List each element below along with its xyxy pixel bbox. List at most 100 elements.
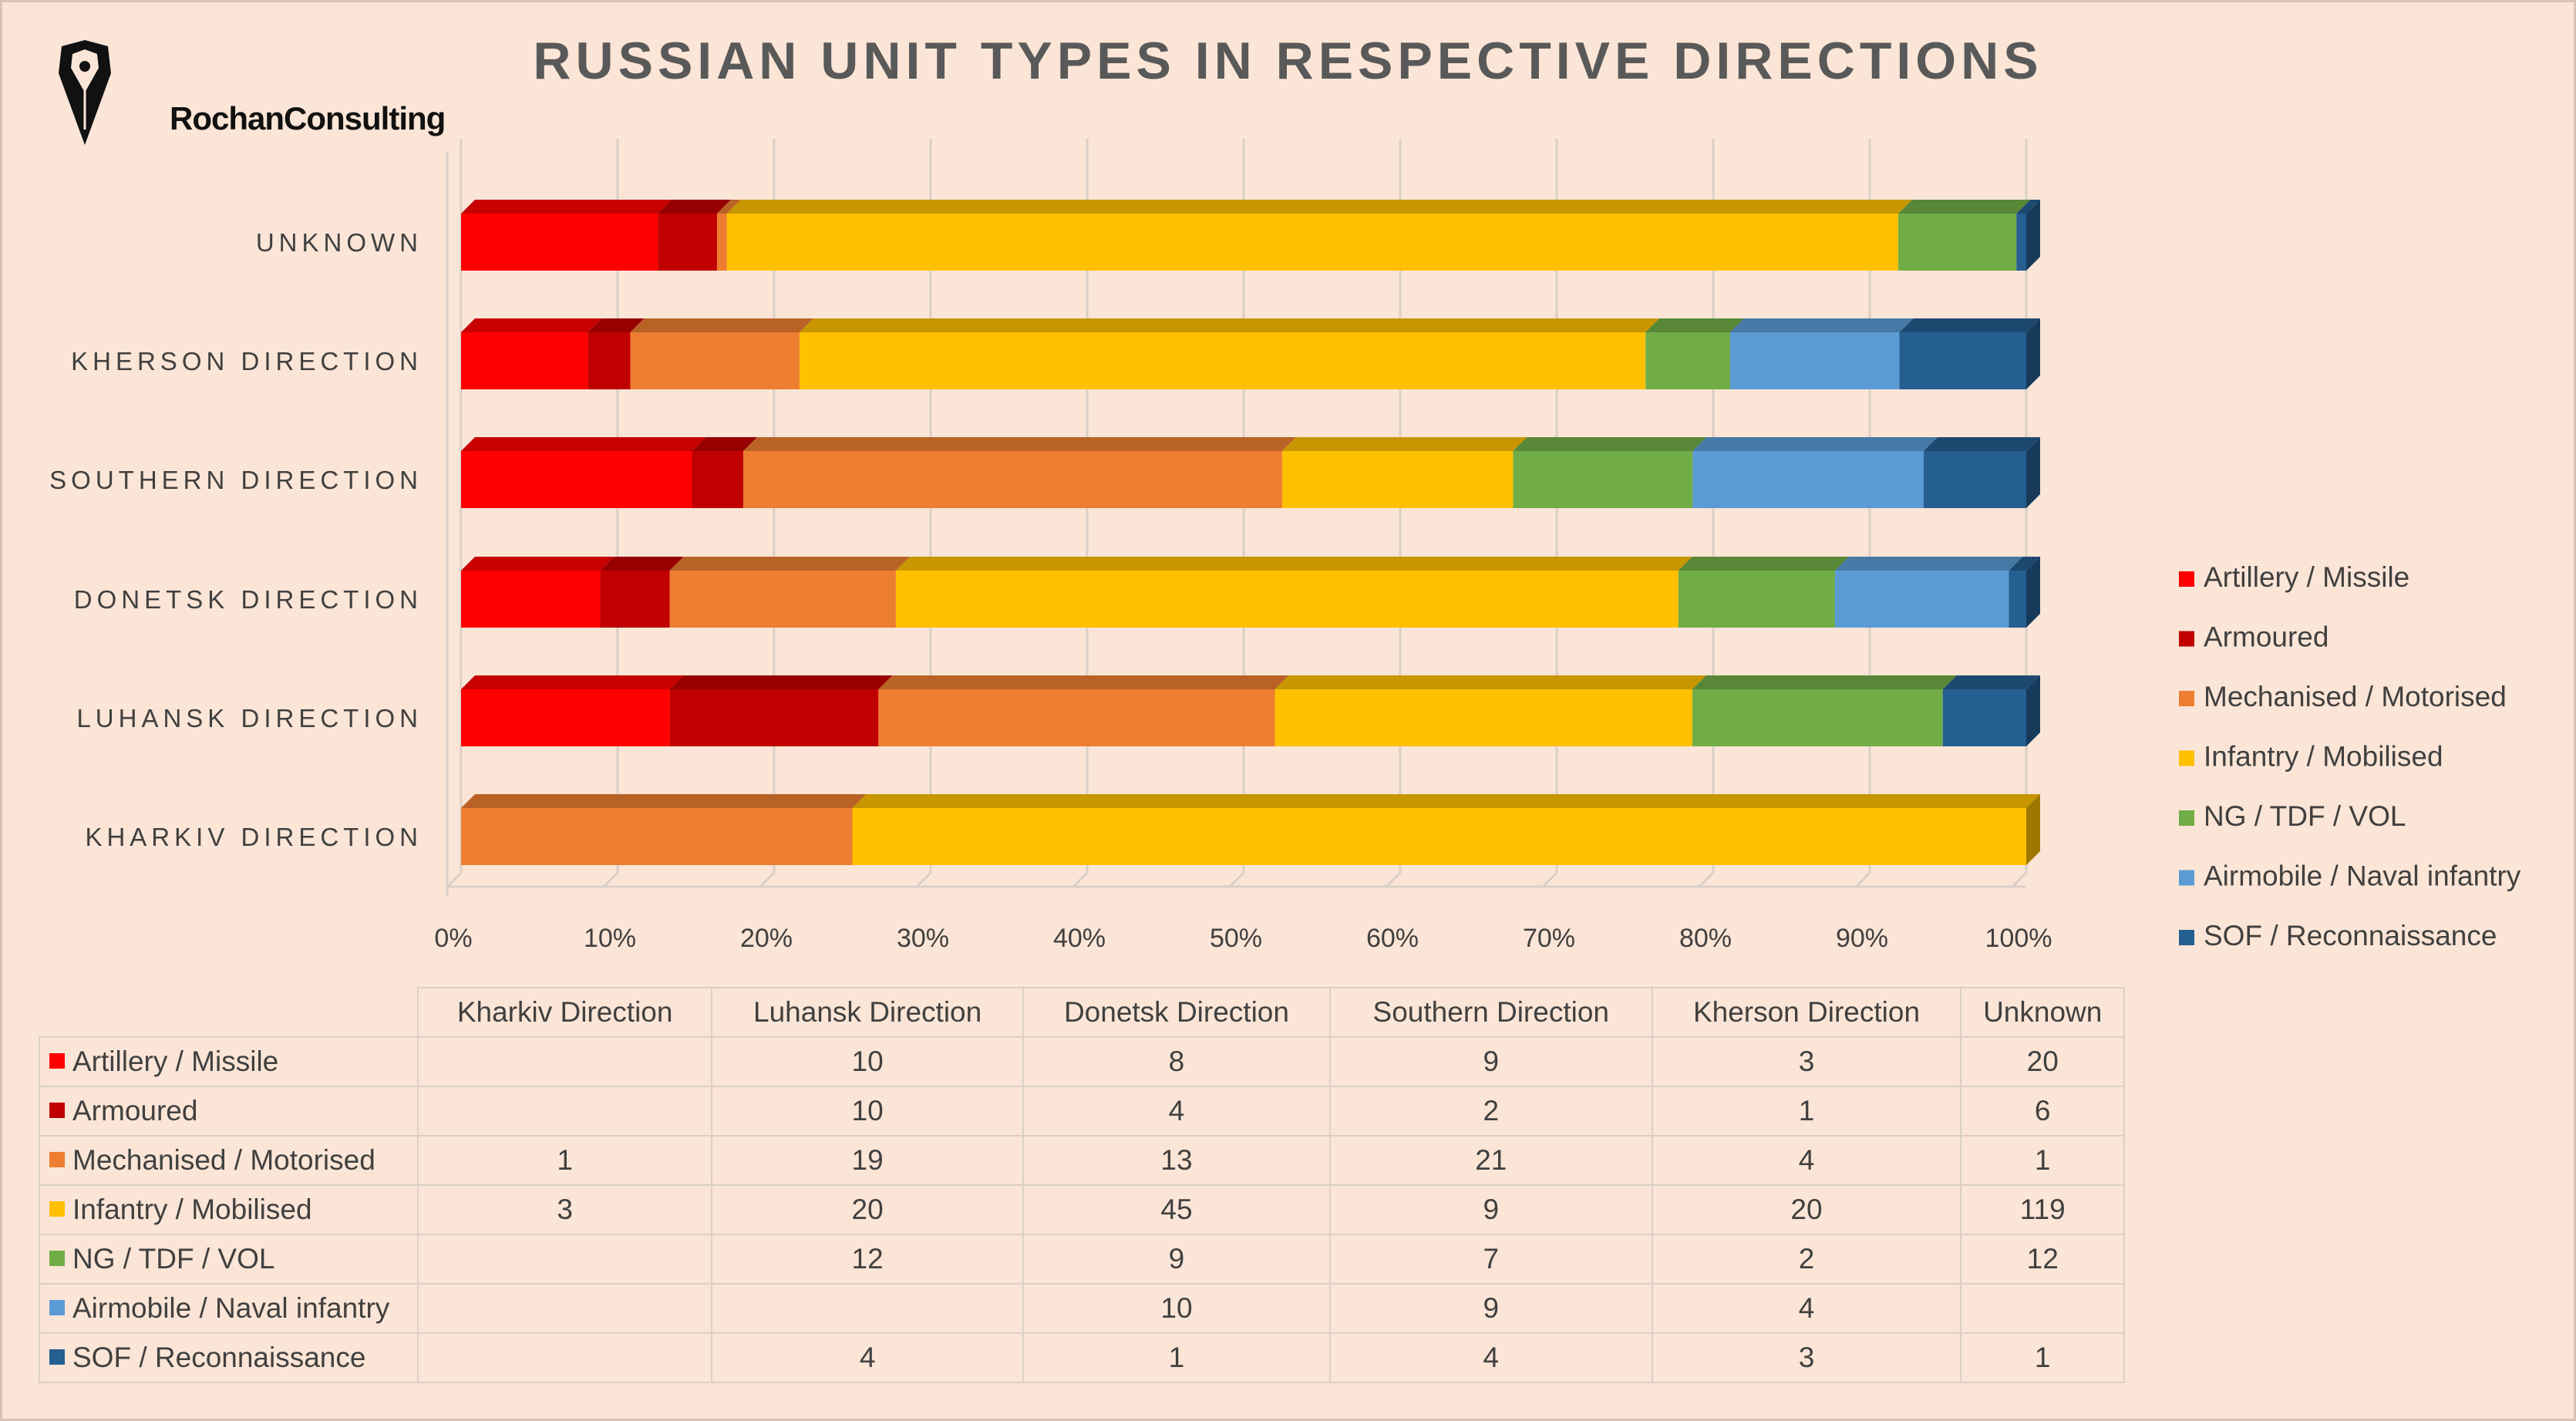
legend-key-swatch [49,1152,65,1168]
gridline-floor [1698,871,1715,888]
bar-segment [461,689,670,746]
x-tick-label: 100% [1985,924,2052,953]
bar-segment-top [743,437,1296,451]
bar-segment-top [630,318,813,332]
bar-segment [1692,689,1943,746]
data-table-cell: 20 [1651,1184,1962,1235]
bar-segment-top [461,675,684,689]
data-table-row: Artillery / Missile 10 8 9 3 20 [39,1036,2125,1087]
bar-segment [1834,571,2009,628]
legend-swatch [2179,810,2194,826]
bar-segment-top [588,318,645,332]
series-name: NG / TDF / VOL [72,1243,275,1275]
bar-end-side [2026,557,2040,628]
data-table-cell: 4 [1651,1135,1962,1186]
bar-segment [1513,451,1693,508]
x-tick-label: 0% [434,924,472,953]
bar-segment-top [1275,675,1706,689]
x-tick-label: 80% [1679,924,1732,953]
x-tick-label: 20% [740,924,793,953]
bar-segment-top [461,794,867,808]
legend-swatch [2179,631,2194,647]
legend-entry: Artillery / Missile [2204,561,2409,593]
data-table-row: NG / TDF / VOL 12 9 7 2 12 [39,1234,2125,1285]
bar-segment-top [799,318,1660,332]
category-label: LUHANSK DIRECTION [76,704,423,732]
bar-segment [669,571,896,628]
x-tick-label: 50% [1210,924,1262,953]
bar-segment [461,451,692,508]
x-tick-label: 10% [584,924,636,953]
data-table-cell: 7 [1328,1234,1653,1285]
data-table-cell: 1 [1960,1135,2125,1186]
data-table-cell: 8 [1022,1036,1331,1087]
bar-segment-top [692,437,758,451]
gridline-floor [759,871,776,888]
data-table-cell: 119 [1960,1184,2125,1235]
bar-segment [600,571,670,628]
bar-segment [1678,571,1835,628]
data-table-cell: 12 [711,1234,1024,1285]
legend-swatch [2179,571,2194,587]
data-table-column-header: Kharkiv Direction [416,987,713,1038]
data-table-cell [416,1234,713,1285]
bar-segment [669,689,879,746]
bar-segment [799,332,1646,389]
bar-segment-top [1645,318,1744,332]
bar-segment [1281,451,1514,508]
bar-segment-top [2016,200,2040,214]
bar-end-side [2026,675,2040,746]
bar-segment-top [669,557,910,571]
bar-segment [1692,451,1924,508]
category-label: KHARKIV DIRECTION [85,823,423,851]
logo: RochanConsulting [54,39,446,154]
data-table-row: Armoured 10 4 2 1 6 [39,1086,2125,1136]
data-table-cell: 10 [711,1086,1024,1136]
data-table-row: Infantry / Mobilised 3 20 45 9 20 119 [39,1184,2125,1235]
category-label: KHERSON DIRECTION [71,347,423,375]
data-table-cell: 1 [1960,1332,2125,1383]
data-table-cell [416,1086,713,1136]
gridline-floor [602,871,619,888]
data-table-column-header: Unknown [1960,987,2125,1038]
gridline-floor [2011,871,2028,888]
series-name: Airmobile / Naval infantry [72,1292,390,1324]
bar-segment-top [1729,318,1914,332]
bar-segment-top [1898,200,2031,214]
bar-end-side [2026,794,2040,865]
data-table-header-row: Kharkiv Direction Luhansk Direction Donets… [39,987,2125,1038]
x-tick-label: 60% [1366,924,1419,953]
bar-segment [588,332,631,389]
gridline-floor [446,871,463,888]
data-table-corner [39,988,419,1038]
legend-key-swatch [49,1103,65,1119]
data-table-cell [416,1283,713,1334]
data-table-column-header: Southern Direction [1328,987,1653,1038]
data-table-column-header: Luhansk Direction [711,987,1024,1038]
legend-swatch [2179,870,2194,886]
bar-segment [1923,451,2026,508]
data-table-cell: 2 [1651,1234,1962,1285]
data-table-cell: 20 [1960,1036,2125,1087]
legend-entry: SOF / Reconnaissance [2204,920,2497,951]
series-name: Armoured [72,1095,198,1126]
bar-segment-top [1899,318,2040,332]
bar-segment-top [669,675,893,689]
data-table-cell: 3 [1651,1332,1962,1383]
data-table-row-label: Airmobile / Naval infantry [39,1283,419,1334]
bar-segment-top [1692,675,1957,689]
data-table-row-label: Armoured [39,1086,419,1136]
bar-end-side [2026,200,2040,271]
horse-head-pen-icon [59,40,111,145]
bar-segment-top [1678,557,1849,571]
bar-segment [726,214,1899,271]
bar-segment [658,214,717,271]
bar-segment [2016,214,2026,271]
bar-end-side [2026,318,2040,389]
bar-segment [743,451,1282,508]
bar-segment [1898,214,2017,271]
bar-segment [1645,332,1730,389]
data-table-cell: 9 [1328,1184,1653,1235]
bar-segment-top [658,200,731,214]
category-label: DONETSK DIRECTION [74,585,423,614]
